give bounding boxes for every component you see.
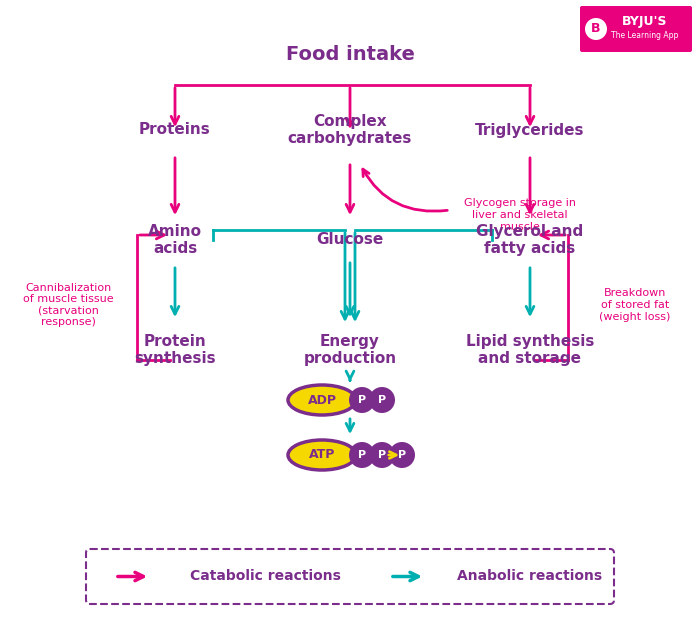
FancyArrowPatch shape: [526, 268, 534, 314]
FancyArrowPatch shape: [346, 165, 354, 212]
Text: P: P: [398, 450, 406, 460]
FancyArrowPatch shape: [140, 231, 164, 239]
FancyArrowPatch shape: [341, 233, 349, 319]
Text: Food intake: Food intake: [286, 46, 414, 65]
Text: P: P: [358, 395, 366, 405]
FancyArrowPatch shape: [346, 88, 354, 126]
Circle shape: [349, 387, 375, 413]
FancyArrowPatch shape: [171, 268, 179, 314]
Text: Amino
acids: Amino acids: [148, 224, 202, 256]
FancyArrowPatch shape: [363, 169, 447, 211]
Circle shape: [369, 442, 395, 468]
FancyArrowPatch shape: [393, 572, 419, 581]
FancyBboxPatch shape: [580, 6, 692, 52]
Text: ATP: ATP: [309, 448, 335, 461]
Text: Catabolic reactions: Catabolic reactions: [190, 569, 340, 584]
Ellipse shape: [288, 440, 356, 470]
Text: ADP: ADP: [307, 394, 337, 406]
Text: P: P: [378, 450, 386, 460]
Text: BYJU'S: BYJU'S: [622, 16, 668, 28]
Text: Energy
production: Energy production: [303, 334, 397, 366]
Text: B: B: [592, 23, 601, 36]
Text: Triglycerides: Triglycerides: [475, 122, 584, 137]
Text: Glycerol and
fatty acids: Glycerol and fatty acids: [477, 224, 584, 256]
Text: Lipid synthesis
and storage: Lipid synthesis and storage: [466, 334, 594, 366]
FancyArrowPatch shape: [351, 233, 359, 319]
Text: P: P: [378, 395, 386, 405]
FancyArrowPatch shape: [541, 231, 565, 239]
FancyArrowPatch shape: [171, 88, 179, 124]
Text: Glycogen storage in
liver and skeletal
muscle: Glycogen storage in liver and skeletal m…: [464, 198, 576, 231]
Text: P: P: [358, 450, 366, 460]
Text: Complex
carbohydrates: Complex carbohydrates: [288, 113, 412, 146]
FancyArrowPatch shape: [171, 158, 179, 212]
Text: The Learning App: The Learning App: [611, 31, 679, 41]
FancyArrowPatch shape: [526, 158, 534, 212]
Text: Proteins: Proteins: [139, 122, 211, 137]
Text: Glucose: Glucose: [316, 233, 384, 248]
FancyArrowPatch shape: [346, 419, 354, 431]
FancyArrowPatch shape: [346, 263, 354, 314]
Circle shape: [585, 18, 607, 40]
Circle shape: [369, 387, 395, 413]
Text: Protein
synthesis: Protein synthesis: [134, 334, 216, 366]
FancyArrowPatch shape: [118, 572, 144, 581]
Text: Cannibalization
of muscle tissue
(starvation
response): Cannibalization of muscle tissue (starva…: [22, 283, 113, 327]
FancyArrowPatch shape: [526, 88, 534, 124]
FancyArrowPatch shape: [346, 371, 354, 381]
Ellipse shape: [288, 385, 356, 415]
Circle shape: [349, 442, 375, 468]
Circle shape: [389, 442, 415, 468]
Text: Breakdown
of stored fat
(weight loss): Breakdown of stored fat (weight loss): [599, 288, 671, 322]
Text: Anabolic reactions: Anabolic reactions: [457, 569, 603, 584]
